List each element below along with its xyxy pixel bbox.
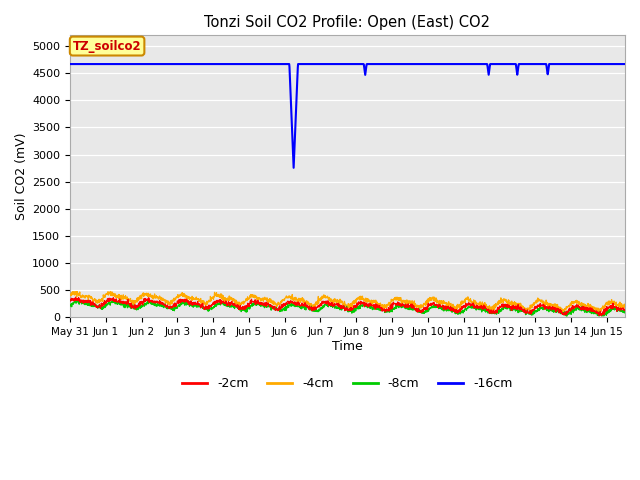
Text: TZ_soilco2: TZ_soilco2 [73, 39, 141, 53]
Y-axis label: Soil CO2 (mV): Soil CO2 (mV) [15, 132, 28, 220]
Title: Tonzi Soil CO2 Profile: Open (East) CO2: Tonzi Soil CO2 Profile: Open (East) CO2 [204, 15, 490, 30]
Legend: -2cm, -4cm, -8cm, -16cm: -2cm, -4cm, -8cm, -16cm [177, 372, 518, 396]
X-axis label: Time: Time [332, 340, 363, 353]
